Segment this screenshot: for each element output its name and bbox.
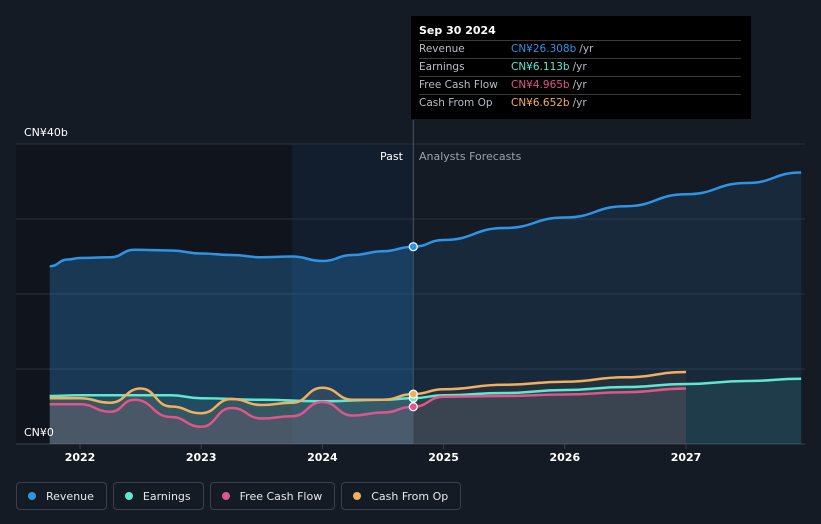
cash-from-op-marker [408, 389, 418, 399]
tooltip-row-free-cash-flow: Free Cash Flow CN¥4.965b /yr [419, 76, 741, 94]
legend: Revenue Earnings Free Cash Flow Cash Fro… [16, 482, 462, 510]
tooltip-row-cash-from-op: Cash From Op CN¥6.652b /yr [419, 94, 741, 112]
free-cash-flow-area [49, 399, 414, 444]
free-cash-flow-forecast-line [413, 387, 687, 409]
tooltip-value: CN¥26.308b [511, 43, 577, 55]
free-cash-flow-marker [408, 402, 418, 412]
earnings-forecast-line [413, 377, 802, 400]
tooltip-label: Revenue [419, 43, 465, 55]
legend-item-revenue[interactable]: Revenue [16, 482, 107, 510]
forecast-region-label: Analysts Forecasts [419, 150, 522, 163]
free-cash-flow-forecast-area [413, 388, 686, 444]
tooltip-label: Cash From Op [419, 97, 493, 109]
y-axis-min-label: CN¥0 [24, 426, 54, 439]
legend-dot-icon [124, 492, 133, 500]
x-tick-label: 2025 [428, 451, 459, 464]
tooltip-unit: /yr [579, 43, 594, 55]
legend-item-cash-from-op[interactable]: Cash From Op [341, 482, 462, 510]
revenue-line [49, 245, 414, 268]
x-tick-label: 2023 [185, 451, 217, 464]
legend-dot-icon [28, 492, 36, 500]
tooltip-unit: /yr [572, 61, 587, 73]
cash-from-op-forecast-area [413, 372, 686, 444]
tooltip-row-revenue: Revenue CN¥26.308b /yr [419, 40, 741, 58]
past-region-label: Past [380, 150, 403, 163]
x-tick-label: 2026 [549, 451, 581, 464]
tooltip-label: Free Cash Flow [419, 79, 498, 91]
legend-label: Cash From Op [371, 489, 449, 503]
x-tick-label: 2027 [670, 451, 702, 464]
cash-from-op-forecast-line [413, 370, 687, 396]
earnings-area [49, 395, 414, 444]
legend-label: Earnings [142, 489, 191, 503]
tooltip: Sep 30 2024 Revenue CN¥26.308b /yr Earni… [411, 16, 751, 119]
tooltip-value: CN¥4.965b [511, 79, 570, 91]
tooltip-row-earnings: Earnings CN¥6.113b /yr [419, 58, 741, 76]
legend-label: Revenue [46, 489, 94, 503]
tooltip-value: CN¥6.652b [511, 97, 570, 109]
revenue-marker [408, 242, 418, 252]
chart-canvas [16, 120, 805, 449]
revenue-forecast-area [413, 172, 802, 444]
legend-dot-icon [221, 492, 230, 500]
legend-item-free-cash-flow[interactable]: Free Cash Flow [209, 482, 336, 510]
y-axis-max-label: CN¥40b [24, 126, 68, 139]
legend-label: Free Cash Flow [239, 489, 323, 503]
x-tick-label: 2022 [64, 451, 96, 464]
tooltip-unit: /yr [572, 79, 587, 91]
legend-dot-icon [353, 492, 362, 500]
x-tick-label: 2024 [307, 451, 338, 464]
tooltip-label: Earnings [419, 61, 465, 73]
free-cash-flow-line [49, 398, 414, 429]
tooltip-unit: /yr [572, 97, 587, 109]
cash-from-op-line [49, 386, 414, 415]
tooltip-date: Sep 30 2024 [419, 24, 496, 37]
revenue-forecast-line [413, 171, 802, 248]
legend-item-earnings[interactable]: Earnings [112, 482, 204, 510]
tooltip-value: CN¥6.113b [511, 61, 570, 73]
